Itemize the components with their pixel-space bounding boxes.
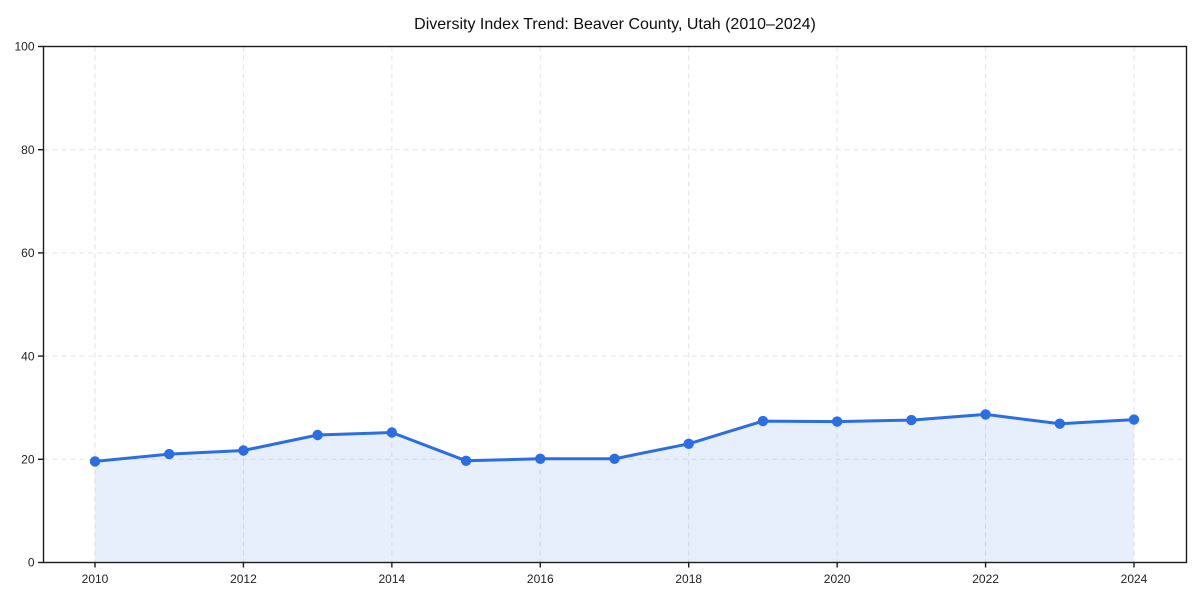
x-tick-label: 2018 xyxy=(675,572,702,586)
data-point xyxy=(609,453,620,464)
data-point xyxy=(831,416,843,427)
data-point xyxy=(386,427,398,438)
axis-layer: 2010 2012 2014 2016 2018 2020 2022 2024 0 20 40 60 8… xyxy=(14,40,1188,586)
y-tick-label: 20 xyxy=(21,453,35,467)
data-point xyxy=(460,455,472,466)
data-point xyxy=(980,409,991,420)
data-point xyxy=(1128,414,1140,425)
data-point xyxy=(683,438,694,449)
y-tick-label: 60 xyxy=(21,246,35,260)
x-tick-label: 2024 xyxy=(1121,572,1148,586)
data-point xyxy=(89,456,101,467)
y-tick-label: 40 xyxy=(21,349,35,363)
x-tick-label: 2020 xyxy=(824,572,851,586)
x-tick-label: 2012 xyxy=(230,572,257,586)
x-tick-label: 2010 xyxy=(82,572,109,586)
data-point xyxy=(1054,418,1065,429)
data-point xyxy=(164,448,175,460)
data-point xyxy=(535,453,546,464)
x-tick-label: 2014 xyxy=(379,572,406,586)
x-tick-label: 2016 xyxy=(527,572,554,586)
series-layer xyxy=(89,409,1140,563)
data-point xyxy=(906,414,917,426)
data-point xyxy=(757,415,769,427)
y-tick-label: 80 xyxy=(21,143,35,157)
x-tick-label: 2022 xyxy=(972,572,999,586)
data-point xyxy=(312,429,323,441)
y-tick-label: 100 xyxy=(14,40,34,54)
chart-title: Diversity Index Trend: Beaver County, Ut… xyxy=(414,16,816,33)
data-point xyxy=(238,445,249,456)
plot-frame xyxy=(42,45,1188,564)
area-fill xyxy=(95,414,1134,563)
y-tick-label: 0 xyxy=(28,556,35,570)
